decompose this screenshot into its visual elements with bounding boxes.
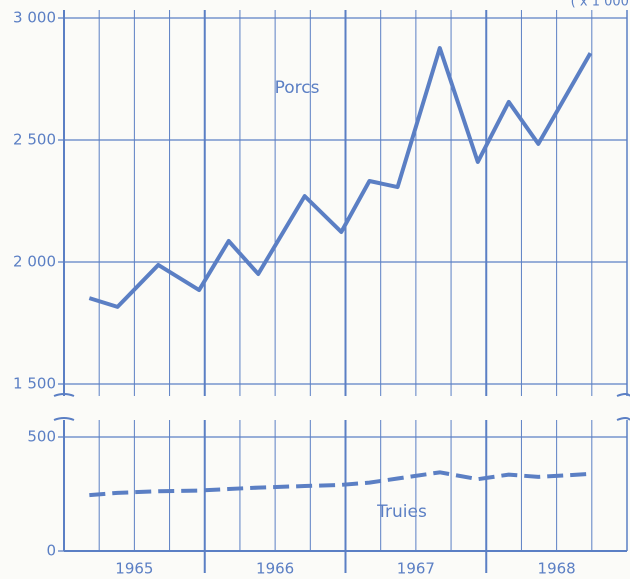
y-tick-label: 500 (27, 428, 56, 446)
y-tick-label: 2 500 (13, 131, 56, 149)
axis-break (53, 393, 630, 421)
series-label: Truies (376, 502, 427, 522)
y-tick-label: 0 (46, 542, 56, 560)
y-tick-label: 3 000 (13, 9, 56, 27)
series-label: Porcs (275, 78, 320, 98)
y-tick-label: 1 500 (13, 375, 56, 393)
x-tick-label: 1967 (397, 560, 435, 578)
y-tick-label: 2 000 (13, 253, 56, 271)
x-tick-label: 1968 (538, 560, 576, 578)
line-series (88, 46, 593, 309)
line-series (89, 470, 591, 498)
unit-note: ( x 1 000) (571, 0, 630, 10)
x-tick-label: 1966 (256, 560, 294, 578)
x-tick-label: 1965 (115, 560, 153, 578)
